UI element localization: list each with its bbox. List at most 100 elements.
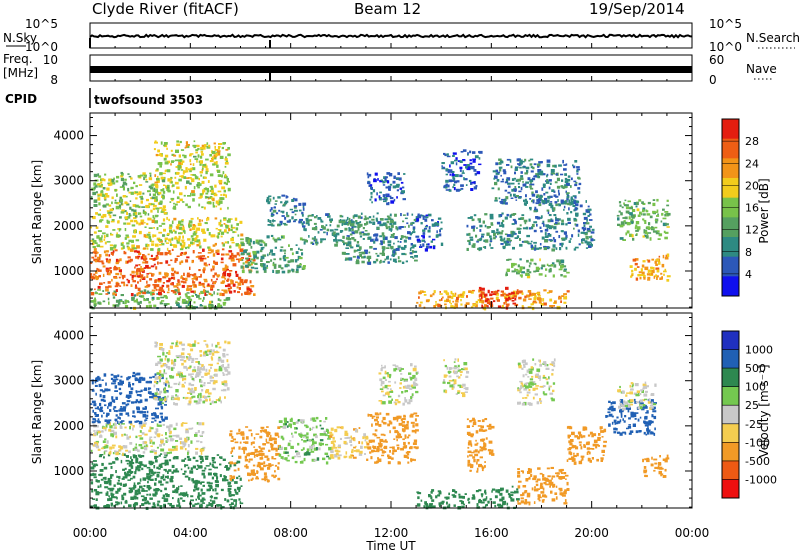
- velocity-patch: [642, 454, 670, 478]
- nsearch-tick-bottom: 10^0: [709, 40, 742, 54]
- power-patch: [90, 248, 256, 297]
- power-patch: [266, 194, 307, 228]
- colorbar-swatch: [722, 158, 739, 179]
- power-patch: [491, 158, 582, 207]
- velocity-patch: [90, 421, 206, 456]
- velocity-patch: [517, 358, 556, 406]
- colorbar-swatch: [722, 423, 739, 443]
- power-patch: [341, 212, 420, 265]
- power-patch: [240, 234, 306, 274]
- velocity-y-ticks: 4000 3000 2000 1000: [53, 317, 692, 508]
- velocity-patch: [566, 425, 607, 465]
- power-colorbar: 28 24 20 16 12 8 4: [721, 118, 759, 297]
- power-y-tick-label: 3000: [53, 174, 84, 188]
- power-patch: [629, 253, 671, 282]
- power-y-tick-label: 4000: [53, 129, 84, 143]
- colorbar-swatch: [722, 138, 739, 159]
- colorbar-tick-label: 20: [745, 179, 759, 192]
- colorbar-tick-label: -100: [745, 436, 770, 449]
- velocity-y-axis-label: Slant Range [km]: [30, 360, 44, 464]
- power-patch: [616, 198, 671, 241]
- colorbar-tick-label: 500: [745, 362, 766, 375]
- power-patch: [529, 199, 596, 252]
- nsky-trace: [89, 33, 693, 39]
- nave-label: Nave: [746, 62, 777, 76]
- power-patch: [90, 289, 231, 310]
- colorbar-tick-label: -500: [745, 455, 770, 468]
- velocity-patch: [90, 453, 244, 510]
- freq-label: Freq.: [3, 52, 33, 66]
- colorbar-swatch: [722, 349, 739, 369]
- nsky-label: N.Sky: [3, 31, 37, 45]
- colorbar-swatch: [722, 178, 739, 199]
- power-patch: [366, 172, 406, 206]
- velocity-y-tick-label: 1000: [53, 464, 84, 478]
- colorbar-tick-label: 25: [745, 399, 759, 412]
- nsky-tick-bottom: 10^0: [25, 40, 58, 54]
- colorbar-swatch: [722, 479, 739, 499]
- colorbar-swatch: [722, 405, 739, 425]
- time-tick-label: 00:00: [675, 526, 710, 540]
- time-tick-label: 12:00: [374, 526, 409, 540]
- velocity-patch: [328, 426, 369, 460]
- velocity-y-tick-label: 2000: [53, 419, 84, 433]
- colorbar-swatch: [722, 119, 739, 140]
- nsky-tick-top: 10^5: [25, 17, 58, 31]
- velocity-y-tick-label: 4000: [53, 329, 84, 343]
- time-tick-label: 00:00: [73, 526, 108, 540]
- velocity-heatmap: [90, 340, 670, 510]
- power-y-tick-label: 1000: [53, 264, 84, 278]
- colorbar-swatch: [722, 256, 739, 277]
- power-y-tick-label: 2000: [53, 219, 84, 233]
- time-tick-label: 04:00: [173, 526, 208, 540]
- power-patch: [416, 213, 444, 252]
- colorbar-tick-label: 100: [745, 381, 766, 394]
- time-tick-label: 20:00: [574, 526, 609, 540]
- power-patch: [303, 213, 356, 247]
- colorbar-swatch: [722, 442, 739, 462]
- power-heatmap: [90, 140, 671, 311]
- freq-tick-bottom: 8: [50, 73, 58, 87]
- power-patch: [441, 149, 483, 192]
- velocity-y-tick-label: 3000: [53, 374, 84, 388]
- velocity-colorbar-label: Velocity [m s⁻¹]: [757, 364, 771, 457]
- colorbar-swatch: [722, 386, 739, 406]
- colorbar-swatch: [722, 276, 739, 297]
- velocity-patch: [442, 358, 470, 398]
- colorbar-tick-label: 12: [745, 224, 759, 237]
- date-label: 19/Sep/2014: [589, 0, 685, 18]
- station-title: Clyde River (fitACF): [92, 0, 239, 18]
- time-tick-label: 08:00: [273, 526, 308, 540]
- colorbar-tick-label: -1000: [745, 473, 777, 486]
- nave-tick-top: 60: [709, 53, 724, 67]
- colorbar-tick-label: 24: [745, 157, 759, 170]
- power-patch: [90, 216, 244, 252]
- velocity-patch: [491, 485, 520, 510]
- colorbar-swatch: [722, 460, 739, 480]
- cpid-value: twofsound 3503: [94, 93, 203, 107]
- time-axis-labels: 00:00 04:00 08:00 12:00 16:00 20:00 00:00: [73, 526, 710, 540]
- velocity-colorbar: 1000 500 100 25 -25 -100 -500 -1000: [721, 330, 777, 499]
- colorbar-tick-label: 8: [745, 246, 752, 259]
- velocity-patch: [617, 381, 657, 411]
- power-patch: [505, 258, 570, 279]
- nsky-panel-ticks: [89, 43, 693, 48]
- colorbar-swatch: [722, 217, 739, 238]
- colorbar-swatch: [722, 237, 739, 258]
- freq-panel-ticks: [89, 76, 693, 81]
- velocity-patch: [378, 363, 419, 406]
- power-patch: [466, 212, 532, 252]
- velocity-patch: [466, 417, 495, 473]
- x-axis-label: Time UT: [365, 539, 416, 553]
- nsearch-tick-top: 10^5: [709, 17, 742, 31]
- freq-unit: [MHz]: [3, 66, 38, 80]
- velocity-x-ticks: [89, 313, 693, 508]
- power-y-axis-label: Slant Range [km]: [30, 160, 44, 264]
- freq-band: [90, 66, 692, 73]
- velocity-patch: [153, 340, 231, 406]
- freq-tick-top: 10: [43, 53, 58, 67]
- colorbar-tick-label: 28: [745, 135, 759, 148]
- beam-label: Beam 12: [354, 0, 421, 18]
- power-colorbar-label: Power [dB]: [757, 178, 771, 243]
